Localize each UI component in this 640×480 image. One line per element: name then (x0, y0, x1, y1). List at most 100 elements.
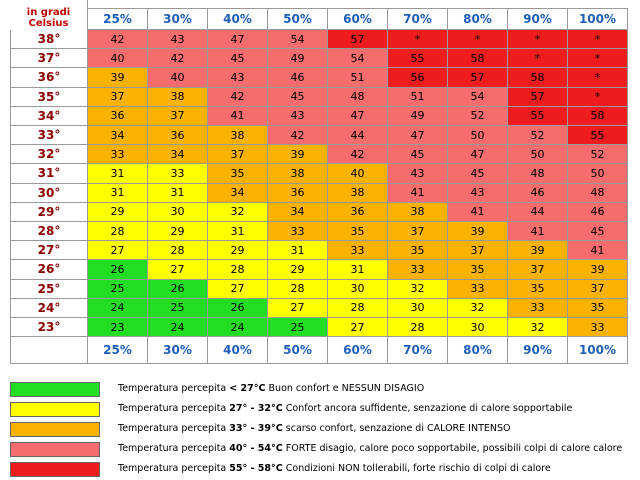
cell: 37 (208, 145, 268, 165)
cell: * (388, 30, 448, 50)
cell: * (568, 30, 628, 50)
cell: * (568, 68, 628, 88)
humidity-footer: 30% (148, 337, 208, 365)
legend-range: < 27°C (229, 383, 266, 394)
cell: 39 (88, 68, 148, 88)
cell: 24 (88, 298, 148, 318)
cell: 24 (208, 318, 268, 338)
cell: 28 (328, 298, 388, 318)
row-label: 27° (10, 241, 88, 261)
cell: 27 (208, 279, 268, 299)
cell: 58 (508, 68, 568, 88)
cell: 43 (388, 164, 448, 184)
legend-swatch (10, 402, 100, 417)
legend-range: 27° - 32°C (229, 403, 283, 414)
cell: 35 (208, 164, 268, 184)
legend-prefix: Temperatura percepita (118, 403, 227, 414)
cell: 27 (328, 318, 388, 338)
legend-swatch (10, 382, 100, 397)
corner-text: in gradi (26, 7, 71, 19)
cell: 52 (508, 126, 568, 146)
cell: 31 (88, 164, 148, 184)
cell: 54 (328, 49, 388, 69)
cell: 41 (388, 183, 448, 203)
row-label: 33° (10, 126, 88, 146)
legend-text: Temperatura percepita < 27°C Buon confor… (118, 383, 424, 394)
humidity-header: 40% (208, 8, 268, 30)
legend-text: Temperatura percepita 55° - 58°C Condizi… (118, 463, 551, 474)
cell: 44 (328, 126, 388, 146)
corner-footer (10, 337, 88, 365)
cell: 50 (568, 164, 628, 184)
cell: 38 (328, 183, 388, 203)
legend-desc: FORTE disagio, calore poco sopportabile,… (285, 443, 623, 454)
cell: 47 (208, 30, 268, 50)
cell: 38 (148, 87, 208, 107)
cell: 29 (148, 222, 208, 242)
cell: 42 (88, 30, 148, 50)
humidity-footer: 90% (508, 337, 568, 365)
humidity-footer: 25% (88, 337, 148, 365)
cell: 37 (148, 106, 208, 126)
cell: 31 (328, 260, 388, 280)
cell: 32 (448, 298, 508, 318)
cell: * (568, 87, 628, 107)
cell: 30 (388, 298, 448, 318)
cell: 28 (148, 241, 208, 261)
cell: 48 (328, 87, 388, 107)
row-label: 35° (10, 87, 88, 107)
corner-text: Celsius (28, 18, 69, 30)
cell: 36 (328, 202, 388, 222)
cell: 35 (508, 279, 568, 299)
legend-swatch (10, 462, 100, 477)
legend-swatch (10, 442, 100, 457)
cell: 45 (268, 87, 328, 107)
row-label: 32° (10, 145, 88, 165)
cell: 41 (208, 106, 268, 126)
cell: 34 (208, 183, 268, 203)
cell: 42 (268, 126, 328, 146)
legend-desc: Confort ancora suffidente, senzazione di… (285, 403, 573, 414)
legend-prefix: Temperatura percepita (118, 443, 227, 454)
cell: 52 (568, 145, 628, 165)
cell: 49 (268, 49, 328, 69)
cell: * (508, 49, 568, 69)
cell: 35 (388, 241, 448, 261)
cell: 26 (148, 279, 208, 299)
humidity-footer: 100% (568, 337, 628, 365)
humidity-footer: 40% (208, 337, 268, 365)
cell: 43 (208, 68, 268, 88)
cell: 47 (448, 145, 508, 165)
cell: 46 (268, 68, 328, 88)
legend-item: Temperatura percepita 40° - 54°C FORTE d… (0, 440, 640, 459)
cell: 43 (148, 30, 208, 50)
cell: 34 (268, 202, 328, 222)
cell: 55 (568, 126, 628, 146)
row-label: 38° (10, 30, 88, 50)
cell: 33 (508, 298, 568, 318)
cell: 50 (508, 145, 568, 165)
cell: 25 (268, 318, 328, 338)
humidity-header: 100% (568, 8, 628, 30)
humidity-header: 90% (508, 8, 568, 30)
legend-text: Temperatura percepita 40° - 54°C FORTE d… (118, 443, 622, 454)
cell: 29 (88, 202, 148, 222)
legend-range: 33° - 39°C (229, 423, 283, 434)
row-label: 30° (10, 183, 88, 203)
cell: 25 (88, 279, 148, 299)
humidity-header: 60% (328, 8, 388, 30)
cell: 49 (388, 106, 448, 126)
row-label: 34° (10, 106, 88, 126)
legend-swatch (10, 422, 100, 437)
cell: 41 (508, 222, 568, 242)
cell: 47 (388, 126, 448, 146)
cell: 42 (208, 87, 268, 107)
legend-text: Temperatura percepita 27° - 32°C Confort… (118, 403, 572, 414)
cell: 28 (208, 260, 268, 280)
legend-text: Temperatura percepita 33° - 39°C scarso … (118, 423, 511, 434)
cell: 33 (328, 241, 388, 261)
row-label: 23° (10, 318, 88, 338)
row-label: 28° (10, 222, 88, 242)
cell: 29 (208, 241, 268, 261)
